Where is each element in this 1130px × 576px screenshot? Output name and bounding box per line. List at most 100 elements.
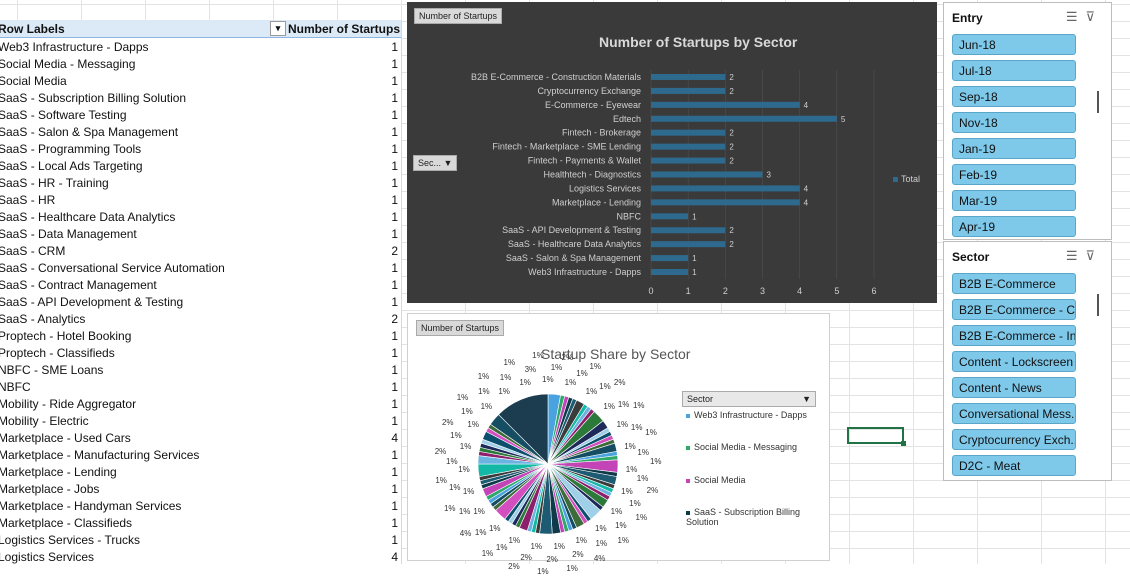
pivot-row[interactable]: Marketplace - Handyman Services 1 — [0, 497, 401, 514]
entry-slicer-item[interactable]: Feb-19 — [952, 164, 1076, 185]
pivot-row[interactable]: SaaS - Subscription Billing Solution 1 — [0, 89, 401, 106]
entry-slicer-item[interactable]: Nov-18 — [952, 112, 1076, 133]
pie-percent-label: 1% — [636, 474, 649, 484]
bar-y-tick: Web3 Infrastructure - Dapps — [528, 267, 641, 277]
bar-y-tick: SaaS - API Development & Testing — [502, 225, 641, 235]
bar-x-tick: 2 — [723, 286, 728, 296]
pivot-row-label: Web3 Infrastructure - Dapps — [0, 40, 149, 54]
pivot-row-label: Marketplace - Classifieds — [0, 516, 133, 530]
clear-filter-icon[interactable]: ⊽ — [1085, 248, 1103, 263]
pie-chart-field-button[interactable]: Number of Startups — [416, 320, 505, 336]
pivot-row-label: SaaS - Healthcare Data Analytics — [0, 210, 176, 224]
pivot-row[interactable]: Web3 Infrastructure - Dapps 1 — [0, 38, 401, 55]
sector-slicer-item[interactable]: B2B E-Commerce - In... — [952, 325, 1076, 346]
pivot-row-label: NBFC - SME Loans — [0, 363, 104, 377]
sector-slicer[interactable]: Sector ☰⊽ B2B E-Commerce B2B E-Commerce -… — [943, 241, 1112, 481]
bar-chart-axis-field-button[interactable]: Sec... ▼ — [413, 155, 458, 171]
pie-percent-label: 1% — [632, 400, 645, 410]
pivot-row[interactable]: SaaS - Contract Management 1 — [0, 276, 401, 293]
entry-slicer-item[interactable]: Apr-19 — [952, 216, 1076, 237]
pie-chart[interactable]: Number of Startups Startup Share by Sect… — [407, 313, 830, 576]
pie-legend-field-button[interactable]: Sector ▼ — [682, 391, 816, 407]
entry-slicer-item[interactable]: Jun-18 — [952, 34, 1076, 55]
pivot-row-count: 1 — [391, 278, 398, 292]
clear-filter-icon[interactable]: ⊽ — [1085, 9, 1103, 24]
pivot-row[interactable]: SaaS - Salon & Spa Management 1 — [0, 123, 401, 140]
pie-percent-label: 1% — [599, 381, 611, 391]
bar-chart[interactable]: Number of Startups Number of Startups by… — [407, 2, 937, 303]
entry-slicer-item[interactable]: Mar-19 — [952, 190, 1076, 211]
sector-slicer-scrollbar[interactable] — [1097, 294, 1099, 316]
pivot-row[interactable]: Proptech - Classifieds 1 — [0, 344, 401, 361]
pie-percent-label: 1% — [603, 401, 615, 411]
entry-slicer-item[interactable]: Jul-18 — [952, 60, 1076, 81]
pie-legend-field-label: Sector — [687, 394, 714, 404]
bar-chart-field-button[interactable]: Number of Startups — [414, 8, 503, 24]
bar-chart-legend: Total — [893, 174, 920, 184]
pivot-row-count: 1 — [391, 380, 398, 394]
entry-slicer-scrollbar[interactable] — [1097, 91, 1099, 113]
bar — [651, 255, 689, 262]
pivot-row[interactable]: SaaS - Programming Tools 1 — [0, 140, 401, 157]
pivot-row[interactable]: SaaS - Data Management 1 — [0, 225, 401, 242]
bar-data-label: 4 — [804, 184, 809, 193]
pivot-row[interactable]: Marketplace - Classifieds 1 — [0, 514, 401, 531]
bar — [651, 87, 726, 94]
active-cell[interactable] — [847, 427, 906, 446]
sector-slicer-toolbar: ☰⊽ — [1066, 248, 1103, 264]
sector-slicer-item[interactable]: B2B E-Commerce - C... — [952, 299, 1076, 320]
bar-data-label: 2 — [729, 143, 734, 152]
pie-percent-label: 1% — [446, 456, 458, 466]
pie-percent-label: 1% — [481, 548, 494, 558]
pivot-row[interactable]: Mobility - Ride Aggregator 1 — [0, 395, 401, 412]
pie-percent-label: 1% — [595, 538, 608, 548]
pivot-row[interactable]: SaaS - CRM 2 — [0, 242, 401, 259]
row-labels-filter-icon[interactable]: ▾ — [270, 21, 286, 36]
pivot-row[interactable]: Marketplace - Lending 1 — [0, 463, 401, 480]
pivot-row[interactable]: NBFC - SME Loans 1 — [0, 361, 401, 378]
pivot-row[interactable]: Proptech - Hotel Booking 1 — [0, 327, 401, 344]
pivot-row[interactable]: Marketplace - Manufacturing Services 1 — [0, 446, 401, 463]
pivot-row[interactable]: Marketplace - Used Cars 4 — [0, 429, 401, 446]
pivot-row-count: 2 — [391, 312, 398, 326]
row-labels-header[interactable]: Row Labels — [0, 22, 65, 36]
pivot-row-label: SaaS - Contract Management — [0, 278, 157, 292]
sector-slicer-item[interactable]: B2B E-Commerce — [952, 273, 1076, 294]
pivot-row[interactable]: Social Media - Messaging 1 — [0, 55, 401, 72]
pivot-row[interactable]: SaaS - HR - Training 1 — [0, 174, 401, 191]
sector-slicer-item[interactable]: Cryptocurrency Exch... — [952, 429, 1076, 450]
pivot-row[interactable]: SaaS - Analytics 2 — [0, 310, 401, 327]
bar-data-label: 1 — [692, 212, 697, 221]
bar-y-tick: Fintech - Payments & Wallet — [528, 156, 642, 166]
multi-select-icon[interactable]: ☰ — [1065, 248, 1086, 263]
pivot-row[interactable]: SaaS - Healthcare Data Analytics 1 — [0, 208, 401, 225]
pivot-row[interactable]: SaaS - API Development & Testing 1 — [0, 293, 401, 310]
multi-select-icon[interactable]: ☰ — [1065, 9, 1086, 24]
pie-percent-label: 1% — [508, 536, 521, 546]
pivot-row[interactable]: Logistics Services - Trucks 1 — [0, 531, 401, 548]
bar-chart-title: Number of Startups by Sector — [599, 34, 798, 50]
count-header[interactable]: Number of Startups — [288, 22, 401, 36]
pie-percent-label: 1% — [458, 507, 471, 516]
pie-percent-label: 1% — [575, 536, 588, 546]
pivot-row[interactable]: Social Media 1 — [0, 72, 401, 89]
pivot-row[interactable]: SaaS - Conversational Service Automation… — [0, 259, 401, 276]
pie-percent-label: 1% — [637, 448, 649, 458]
pie-percent-label: 4% — [459, 529, 472, 539]
chevron-down-icon: ▼ — [802, 394, 811, 404]
pivot-row[interactable]: SaaS - Software Testing 1 — [0, 106, 401, 123]
sector-slicer-item[interactable]: D2C - Meat — [952, 455, 1076, 476]
pivot-row[interactable]: Marketplace - Jobs 1 — [0, 480, 401, 497]
sector-slicer-item[interactable]: Content - News — [952, 377, 1076, 398]
sector-slicer-item[interactable]: Content - Lockscreen — [952, 351, 1076, 372]
sector-slicer-item[interactable]: Conversational Mess... — [952, 403, 1076, 424]
pivot-row[interactable]: SaaS - Local Ads Targeting 1 — [0, 157, 401, 174]
pivot-row[interactable]: Mobility - Electric 1 — [0, 412, 401, 429]
pivot-row[interactable]: NBFC 1 — [0, 378, 401, 395]
pivot-row[interactable]: Logistics Services 4 — [0, 548, 401, 564]
bar-y-tick: SaaS - Salon & Spa Management — [506, 253, 642, 263]
entry-slicer-item[interactable]: Jan-19 — [952, 138, 1076, 159]
entry-slicer-item[interactable]: Sep-18 — [952, 86, 1076, 107]
entry-slicer[interactable]: Entry ☰⊽ Jun-18 Jul-18 Sep-18 Nov-18 Jan-19 F… — [943, 2, 1112, 240]
pivot-row[interactable]: SaaS - HR 1 — [0, 191, 401, 208]
